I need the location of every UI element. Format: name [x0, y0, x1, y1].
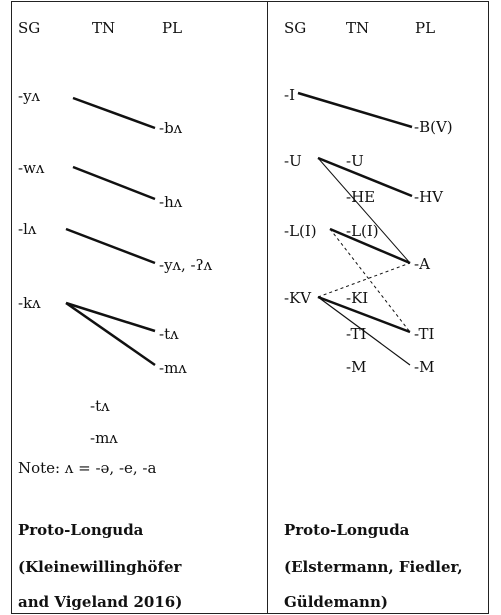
right-title-line-1: Proto-Longuda — [284, 521, 410, 539]
right-sg-u: -U — [284, 152, 302, 170]
left-sg-ka: -kʌ — [18, 294, 41, 312]
link-la-ya — [65, 227, 156, 265]
right-pl-ti: -TI — [414, 325, 435, 343]
left-pl-ma: -mʌ — [159, 359, 187, 377]
left-pl-ya-glottal: -yʌ, -ʔʌ — [159, 256, 213, 274]
right-pl-m: -M — [414, 358, 435, 376]
link-li-ti-dashed — [329, 228, 411, 333]
right-sg-kv: -KV — [284, 289, 312, 307]
link-ka-ma — [65, 301, 156, 367]
link-li-a — [329, 227, 411, 265]
left-header-sg: SG — [18, 19, 41, 37]
left-header-pl: PL — [162, 19, 183, 37]
right-tn-u: -U — [346, 152, 364, 170]
left-title-line-2: (Kleinewillinghöfer — [18, 558, 182, 576]
left-pl-ha: -hʌ — [159, 193, 183, 211]
link-u-a — [317, 157, 411, 264]
link-kv-ti — [317, 295, 411, 334]
right-tn-he: -HE — [346, 188, 376, 206]
link-wa-ha — [72, 165, 156, 201]
left-title-line-1: Proto-Longuda — [18, 521, 144, 539]
link-i-bv — [297, 91, 413, 129]
right-sg-i: -I — [284, 86, 295, 104]
right-header-tn: TN — [346, 19, 370, 37]
left-tn-ma: -mʌ — [90, 429, 118, 447]
left-pl-ta: -tʌ — [159, 325, 179, 343]
right-header-pl: PL — [415, 19, 436, 37]
left-pl-ba: -bʌ — [159, 119, 183, 137]
right-sg-li: -L(I) — [284, 222, 317, 240]
right-pl-bv: -B(V) — [414, 118, 453, 136]
left-sg-wa: -wʌ — [18, 159, 45, 177]
right-title-line-3: Güldemann) — [284, 593, 388, 611]
diagram-frame — [11, 1, 489, 614]
link-kv-a-dashed — [317, 262, 411, 298]
right-pl-a: -A — [414, 255, 430, 273]
right-tn-ki: -KI — [346, 289, 369, 307]
link-ka-ta — [65, 301, 156, 333]
right-pl-hv: -HV — [414, 188, 443, 206]
left-sg-la: -lʌ — [18, 220, 37, 238]
left-header-tn: TN — [92, 19, 116, 37]
right-tn-li: -L(I) — [346, 222, 379, 240]
left-title-line-3: and Vigeland 2016) — [18, 593, 183, 611]
link-kv-m — [317, 296, 411, 366]
right-title-line-2: (Elstermann, Fiedler, — [284, 558, 463, 576]
left-note: Note: ʌ = -ə, -e, -a — [18, 459, 157, 477]
column-divider — [267, 1, 268, 614]
left-tn-ta: -tʌ — [90, 397, 110, 415]
left-sg-ya: -yʌ — [18, 87, 41, 105]
link-ya-ba — [72, 96, 156, 130]
right-header-sg: SG — [284, 19, 307, 37]
link-u-hv — [317, 156, 413, 198]
right-tn-m: -M — [346, 358, 367, 376]
